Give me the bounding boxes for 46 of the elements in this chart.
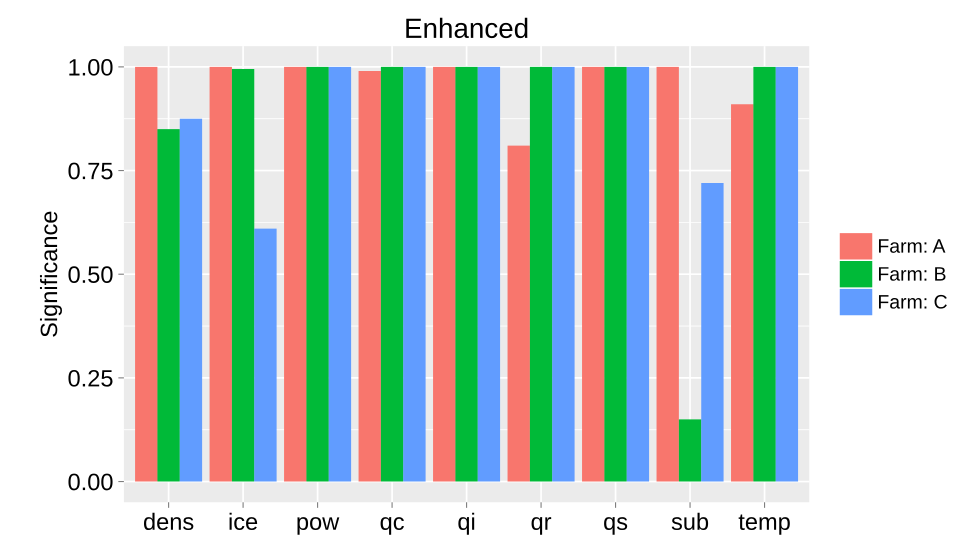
bar [552, 66, 575, 482]
bar [254, 228, 277, 482]
legend-label: Farm: C [878, 294, 947, 309]
bar [455, 66, 478, 482]
bar [701, 182, 724, 482]
x-tick-label: qc [380, 517, 404, 535]
legend-label: Farm: A [878, 239, 946, 253]
bar [678, 419, 702, 482]
x-tick-label: dens [144, 512, 194, 530]
y-axis-title: Significance [40, 212, 62, 337]
bar [776, 66, 798, 482]
bar [753, 66, 776, 482]
bar [604, 66, 627, 482]
x-tick-label: temp [738, 514, 790, 535]
y-tick-label: 0.00 [68, 474, 113, 490]
bar [656, 66, 679, 482]
bar [508, 146, 530, 482]
bar [582, 66, 604, 482]
x-tick-label: pow [297, 517, 340, 535]
bar [180, 118, 202, 482]
y-tick-label: 0.75 [68, 162, 112, 180]
x-tick-label: qr [532, 517, 552, 535]
bar [232, 68, 254, 482]
chart-title: Enhanced [406, 18, 528, 38]
bar [731, 104, 754, 482]
x-tick-label: sub [672, 512, 708, 530]
y-tick-label: 0.50 [68, 266, 113, 284]
bar [530, 66, 552, 482]
bar [358, 71, 381, 482]
y-tick-label: 0.25 [68, 370, 112, 387]
bar [210, 66, 232, 482]
bar [433, 66, 456, 482]
x-tick-label: qi [458, 512, 474, 535]
bar [380, 66, 404, 482]
bar [284, 66, 306, 482]
legend-label: Farm: B [878, 267, 946, 281]
y-tick-label: 1.00 [69, 58, 113, 76]
bar [626, 66, 650, 482]
bar [157, 129, 180, 482]
bar [478, 66, 500, 482]
bar [135, 66, 158, 482]
bar [306, 66, 329, 482]
x-tick-label: ice [230, 512, 258, 530]
bar [328, 66, 352, 482]
x-tick-label: qs [604, 517, 628, 535]
bar [403, 66, 426, 482]
